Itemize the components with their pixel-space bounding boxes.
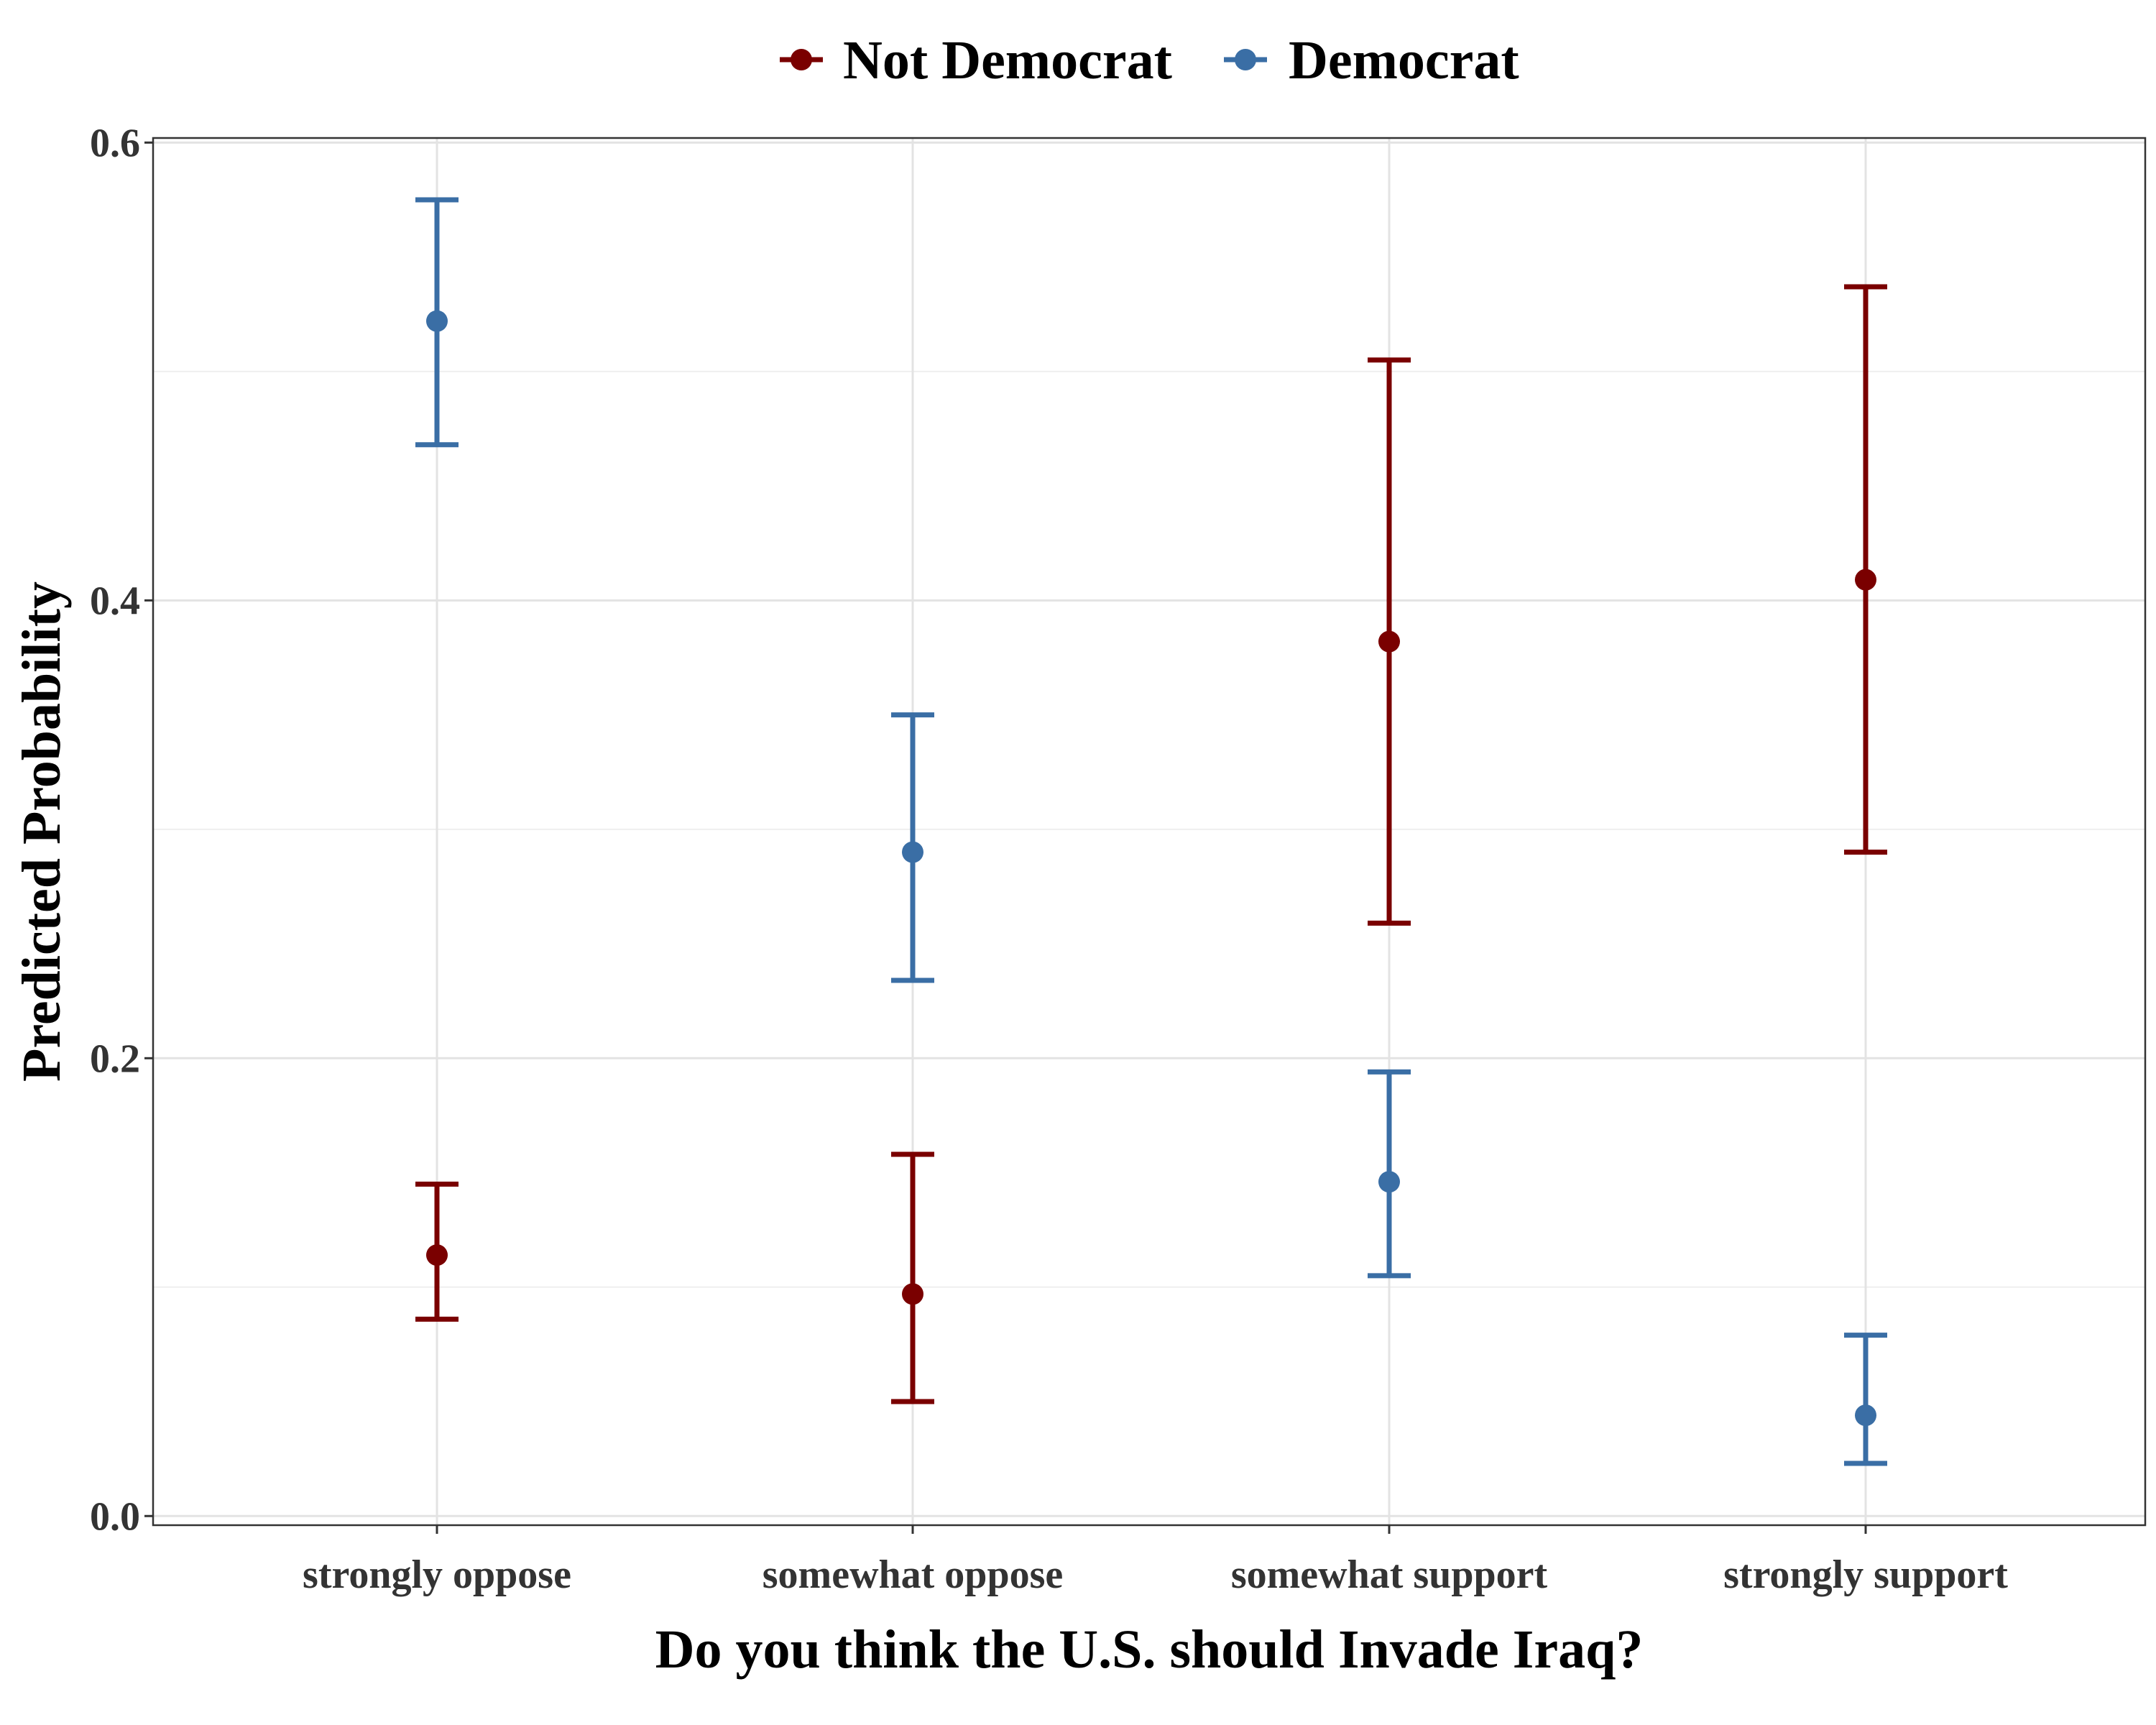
point-not-democrat [426, 1244, 448, 1266]
legend-key-point-not-democrat [791, 49, 812, 70]
legend-item-not-democrat: Not Democrat [780, 30, 1172, 91]
x-axis-title: Do you think the U.S. should Invade Iraq… [655, 1619, 1644, 1680]
y-tick-label: 0.0 [90, 1494, 140, 1539]
x-tick-label: strongly oppose [303, 1552, 571, 1597]
y-tick-label: 0.6 [90, 121, 140, 165]
legend-label-not-democrat: Not Democrat [843, 30, 1172, 91]
point-democrat [902, 841, 923, 863]
y-tick-label: 0.4 [90, 579, 140, 623]
legend: Not Democrat Democrat [780, 30, 1519, 91]
point-democrat [1855, 1404, 1876, 1427]
series-democrat [415, 197, 1887, 1466]
legend-label-democrat: Democrat [1289, 30, 1519, 91]
point-not-democrat [1378, 630, 1400, 653]
y-axis-title: Predicted Probability [11, 581, 72, 1082]
point-democrat [1378, 1171, 1400, 1193]
series-not-democrat [415, 284, 1887, 1404]
data-marks [415, 197, 1887, 1466]
point-not-democrat [1855, 569, 1876, 591]
x-axis: strongly oppose somewhat oppose somewhat s… [303, 1525, 2008, 1597]
x-tick-label: strongly support [1723, 1552, 2008, 1597]
plot-panel [152, 137, 2147, 1527]
point-democrat [426, 310, 448, 332]
x-tick-label: somewhat support [1231, 1552, 1548, 1597]
legend-item-democrat: Democrat [1224, 30, 1519, 91]
legend-key-point-democrat [1235, 49, 1256, 70]
y-axis: 0.0 0.2 0.4 0.6 [90, 121, 153, 1539]
x-tick-label: somewhat oppose [763, 1552, 1063, 1597]
y-tick-label: 0.2 [90, 1036, 140, 1081]
point-not-democrat [902, 1283, 923, 1305]
